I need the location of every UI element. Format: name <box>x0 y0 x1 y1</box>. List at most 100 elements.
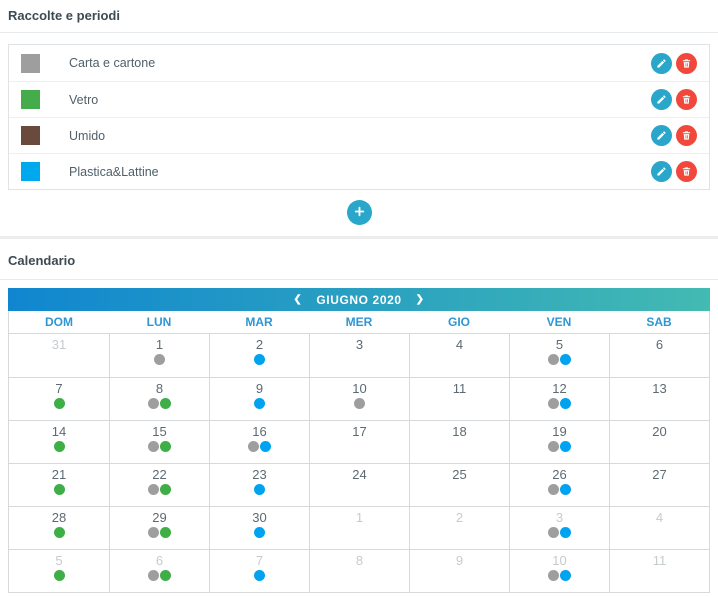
collection-actions <box>651 125 697 146</box>
calendar-day-cell[interactable]: 4 <box>409 334 509 377</box>
calendar-day-cell[interactable]: 16 <box>209 420 309 463</box>
edit-collection-button[interactable] <box>651 89 672 110</box>
carta-dot <box>148 441 159 452</box>
calendar-day-cell[interactable]: 29 <box>109 506 209 549</box>
calendar-day-cell[interactable]: 12 <box>509 377 609 420</box>
calendar-day-cell[interactable]: 15 <box>109 420 209 463</box>
day-number: 4 <box>455 337 464 352</box>
day-dots <box>9 484 109 495</box>
calendar-day-cell[interactable]: 11 <box>409 377 509 420</box>
plastica-dot <box>560 484 571 495</box>
calendar-day-cell[interactable]: 13 <box>609 377 709 420</box>
weekday-header-lun: LUN <box>146 315 172 329</box>
calendar-day-cell[interactable]: 6 <box>609 334 709 377</box>
day-number: 22 <box>152 467 167 482</box>
day-number: 9 <box>455 553 464 568</box>
carta-dot <box>148 398 159 409</box>
carta-dot <box>248 441 259 452</box>
plastica-dot <box>254 398 265 409</box>
day-dots <box>310 527 409 538</box>
calendar-day-cell[interactable]: 30 <box>209 506 309 549</box>
carta-dot <box>148 484 159 495</box>
calendar-month-label: GIUGNO 2020 <box>316 292 402 307</box>
calendar-day-cell[interactable]: 5 <box>9 549 109 592</box>
delete-collection-button[interactable] <box>676 125 697 146</box>
calendar-day-cell[interactable]: 23 <box>209 463 309 506</box>
calendar-weekday-header: DOM LUN MAR MER GIO VEN SAB <box>8 311 710 333</box>
calendar-day-cell[interactable]: 19 <box>509 420 609 463</box>
calendar-day-cell[interactable]: 27 <box>609 463 709 506</box>
calendar-month-bar: ❮ GIUGNO 2020 ❯ <box>8 288 710 311</box>
calendar-day-cell[interactable]: 8 <box>109 377 209 420</box>
delete-collection-button[interactable] <box>676 161 697 182</box>
day-dots <box>410 398 509 409</box>
day-dots <box>210 527 309 538</box>
calendar-day-cell[interactable]: 6 <box>109 549 209 592</box>
calendar-day-cell[interactable]: 10 <box>309 377 409 420</box>
pencil-icon <box>656 166 667 177</box>
calendar-day-cell[interactable]: 18 <box>409 420 509 463</box>
day-dots <box>610 441 709 452</box>
vetro-dot <box>53 398 65 409</box>
calendar-day-cell[interactable]: 26 <box>509 463 609 506</box>
collection-color-swatch <box>21 53 40 73</box>
carta-dot <box>548 398 559 409</box>
calendar-day-cell[interactable]: 24 <box>309 463 409 506</box>
calendar-day-cell[interactable]: 1 <box>309 506 409 549</box>
collection-color-swatch <box>21 126 40 145</box>
calendar-day-cell[interactable]: 2 <box>209 334 309 377</box>
chevron-left-icon[interactable]: ❮ <box>293 293 303 305</box>
calendar: ❮ GIUGNO 2020 ❯ DOM LUN MAR MER GIO VEN SAB 31… <box>8 288 710 593</box>
calendar-day-cell[interactable]: 25 <box>409 463 509 506</box>
day-number: 26 <box>552 467 567 482</box>
day-number: 20 <box>652 424 667 439</box>
delete-collection-button[interactable] <box>676 89 697 110</box>
edit-collection-button[interactable] <box>651 125 672 146</box>
calendar-day-cell[interactable]: 9 <box>409 549 509 592</box>
carta-dot <box>548 570 559 581</box>
calendar-day-cell[interactable]: 9 <box>209 377 309 420</box>
calendar-day-cell[interactable]: 11 <box>609 549 709 592</box>
collection-label: Carta e cartone <box>69 56 156 70</box>
delete-collection-button[interactable] <box>676 52 697 74</box>
day-dots <box>410 484 509 495</box>
day-number: 6 <box>655 337 664 352</box>
day-dots <box>510 354 609 365</box>
pencil-icon <box>656 94 667 105</box>
calendar-day-cell[interactable]: 7 <box>209 549 309 592</box>
add-collection-button[interactable] <box>346 200 372 225</box>
edit-collection-button[interactable] <box>651 52 672 74</box>
calendar-day-cell[interactable]: 21 <box>9 463 109 506</box>
calendar-day-cell[interactable]: 7 <box>9 377 109 420</box>
calendar-day-cell[interactable]: 3 <box>509 506 609 549</box>
calendar-day-cell[interactable]: 20 <box>609 420 709 463</box>
calendar-day-cell[interactable]: 2 <box>409 506 509 549</box>
day-number: 12 <box>552 381 567 396</box>
calendar-day-cell[interactable]: 14 <box>9 420 109 463</box>
collection-label: Umido <box>69 128 106 143</box>
day-dots <box>410 441 509 452</box>
calendar-day-cell[interactable]: 4 <box>609 506 709 549</box>
edit-collection-button[interactable] <box>651 161 672 182</box>
calendar-day-cell[interactable]: 10 <box>509 549 609 592</box>
calendar-day-cell[interactable]: 5 <box>509 334 609 377</box>
calendar-day-cell[interactable]: 28 <box>9 506 109 549</box>
day-dots <box>310 441 409 452</box>
day-dots <box>410 570 509 581</box>
calendar-day-cell[interactable]: 3 <box>309 334 409 377</box>
add-collection-area <box>0 200 718 225</box>
calendar-day-cell[interactable]: 22 <box>109 463 209 506</box>
calendar-day-cell[interactable]: 1 <box>109 334 209 377</box>
plastica-dot <box>560 398 571 409</box>
day-dots <box>110 570 209 581</box>
chevron-right-icon[interactable]: ❯ <box>415 293 425 305</box>
carta-dot <box>354 398 365 409</box>
day-dots <box>9 441 109 452</box>
day-dots <box>610 398 709 409</box>
weekday-header-dom: DOM <box>45 315 73 329</box>
day-number: 27 <box>652 467 667 482</box>
calendar-day-cell[interactable]: 17 <box>309 420 409 463</box>
calendar-day-cell[interactable]: 8 <box>309 549 409 592</box>
calendar-day-cell[interactable]: 31 <box>9 334 109 377</box>
collection-actions <box>651 52 697 74</box>
